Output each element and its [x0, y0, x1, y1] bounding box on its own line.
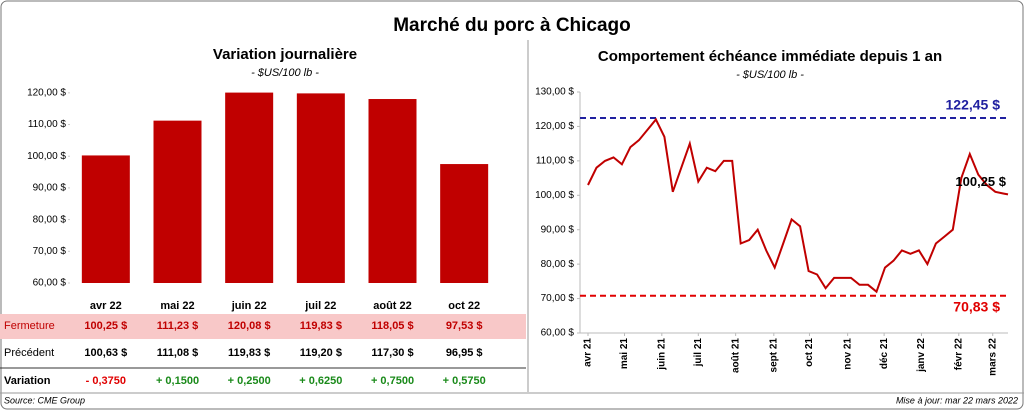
x-tick-label: nov 21 [842, 338, 853, 370]
x-tick-label: mars 22 [987, 338, 998, 376]
change-value: - 0,3750 [86, 375, 126, 387]
reference-label: 70,83 $ [953, 298, 1000, 314]
x-tick-label: oct 22 [448, 300, 480, 312]
x-tick-label: sept 21 [768, 338, 779, 373]
previous-value: 100,63 $ [84, 347, 127, 359]
change-value: + 0,2500 [228, 375, 271, 387]
x-tick-label: oct 21 [804, 338, 815, 367]
x-tick-label: août 21 [730, 338, 741, 373]
change-value: + 0,1500 [156, 375, 199, 387]
price-line [587, 117, 1009, 294]
x-tick-label: mai 21 [619, 338, 630, 370]
bar [296, 93, 345, 284]
bar [81, 155, 130, 283]
y-tick-label: 100,00 $ [27, 151, 66, 162]
previous-value: 119,83 $ [228, 347, 270, 359]
y-tick-label: 90,00 $ [541, 224, 575, 235]
chart-subtitle: - $US/100 lb - [736, 69, 804, 81]
reference-label: 122,45 $ [946, 97, 1001, 113]
closing-value: 120,08 $ [228, 320, 271, 332]
chart-title: Variation journalière [213, 46, 357, 63]
x-tick-label: avr 22 [90, 300, 122, 312]
closing-value: 100,25 $ [84, 320, 127, 332]
highlight-row [0, 314, 526, 339]
y-tick-label: 110,00 $ [536, 155, 575, 166]
bar [225, 92, 274, 283]
x-tick-label: juin 22 [231, 300, 267, 312]
bar [153, 120, 202, 283]
y-tick-label: 80,00 $ [33, 214, 67, 225]
x-tick-label: mai 22 [160, 300, 194, 312]
y-tick-label: 120,00 $ [27, 87, 66, 98]
y-tick-label: 90,00 $ [33, 183, 67, 194]
x-tick-label: juil 22 [304, 300, 336, 312]
page-title: Marché du porc à Chicago [393, 15, 631, 36]
row-label: Fermeture [4, 320, 55, 332]
change-value: + 0,6250 [299, 375, 342, 387]
previous-value: 117,30 $ [371, 347, 413, 359]
x-tick-label: févr 22 [953, 338, 964, 371]
updated: Mise à jour: mar 22 mars 2022 [896, 395, 1018, 405]
change-value: + 0,5750 [443, 375, 486, 387]
previous-value: 96,95 $ [446, 347, 483, 359]
closing-value: 118,05 $ [371, 320, 413, 332]
y-tick-label: 70,00 $ [33, 246, 67, 257]
y-tick-label: 80,00 $ [541, 259, 575, 270]
y-tick-label: 130,00 $ [535, 87, 574, 98]
x-tick-label: août 22 [373, 300, 412, 312]
x-tick-label: déc 21 [879, 338, 890, 370]
x-tick-label: juil 21 [693, 338, 704, 368]
bar [440, 164, 489, 283]
y-tick-label: 60,00 $ [541, 328, 575, 339]
chart-title: Comportement échéance immédiate depuis 1… [598, 48, 942, 65]
y-tick-label: 70,00 $ [541, 293, 575, 304]
y-tick-label: 60,00 $ [33, 278, 67, 289]
closing-value: 97,53 $ [446, 320, 483, 332]
previous-value: 119,20 $ [300, 347, 342, 359]
y-tick-label: 100,00 $ [535, 190, 574, 201]
change-value: + 0,7500 [371, 375, 414, 387]
x-tick-label: avr 21 [583, 338, 594, 367]
annotation: 100,25 $ [955, 174, 1006, 189]
row-label: Précédent [4, 347, 54, 359]
closing-value: 119,83 $ [300, 320, 342, 332]
row-label: Variation [4, 375, 51, 387]
y-tick-label: 110,00 $ [28, 119, 67, 130]
chart-subtitle: - $US/100 lb - [251, 67, 319, 79]
y-tick-label: 120,00 $ [535, 121, 574, 132]
bar [368, 99, 417, 283]
previous-value: 111,08 $ [157, 347, 199, 359]
x-tick-label: juin 21 [656, 338, 667, 371]
source: Source: CME Group [4, 395, 85, 405]
x-tick-label: janv 22 [916, 338, 927, 373]
closing-value: 111,23 $ [157, 320, 199, 332]
